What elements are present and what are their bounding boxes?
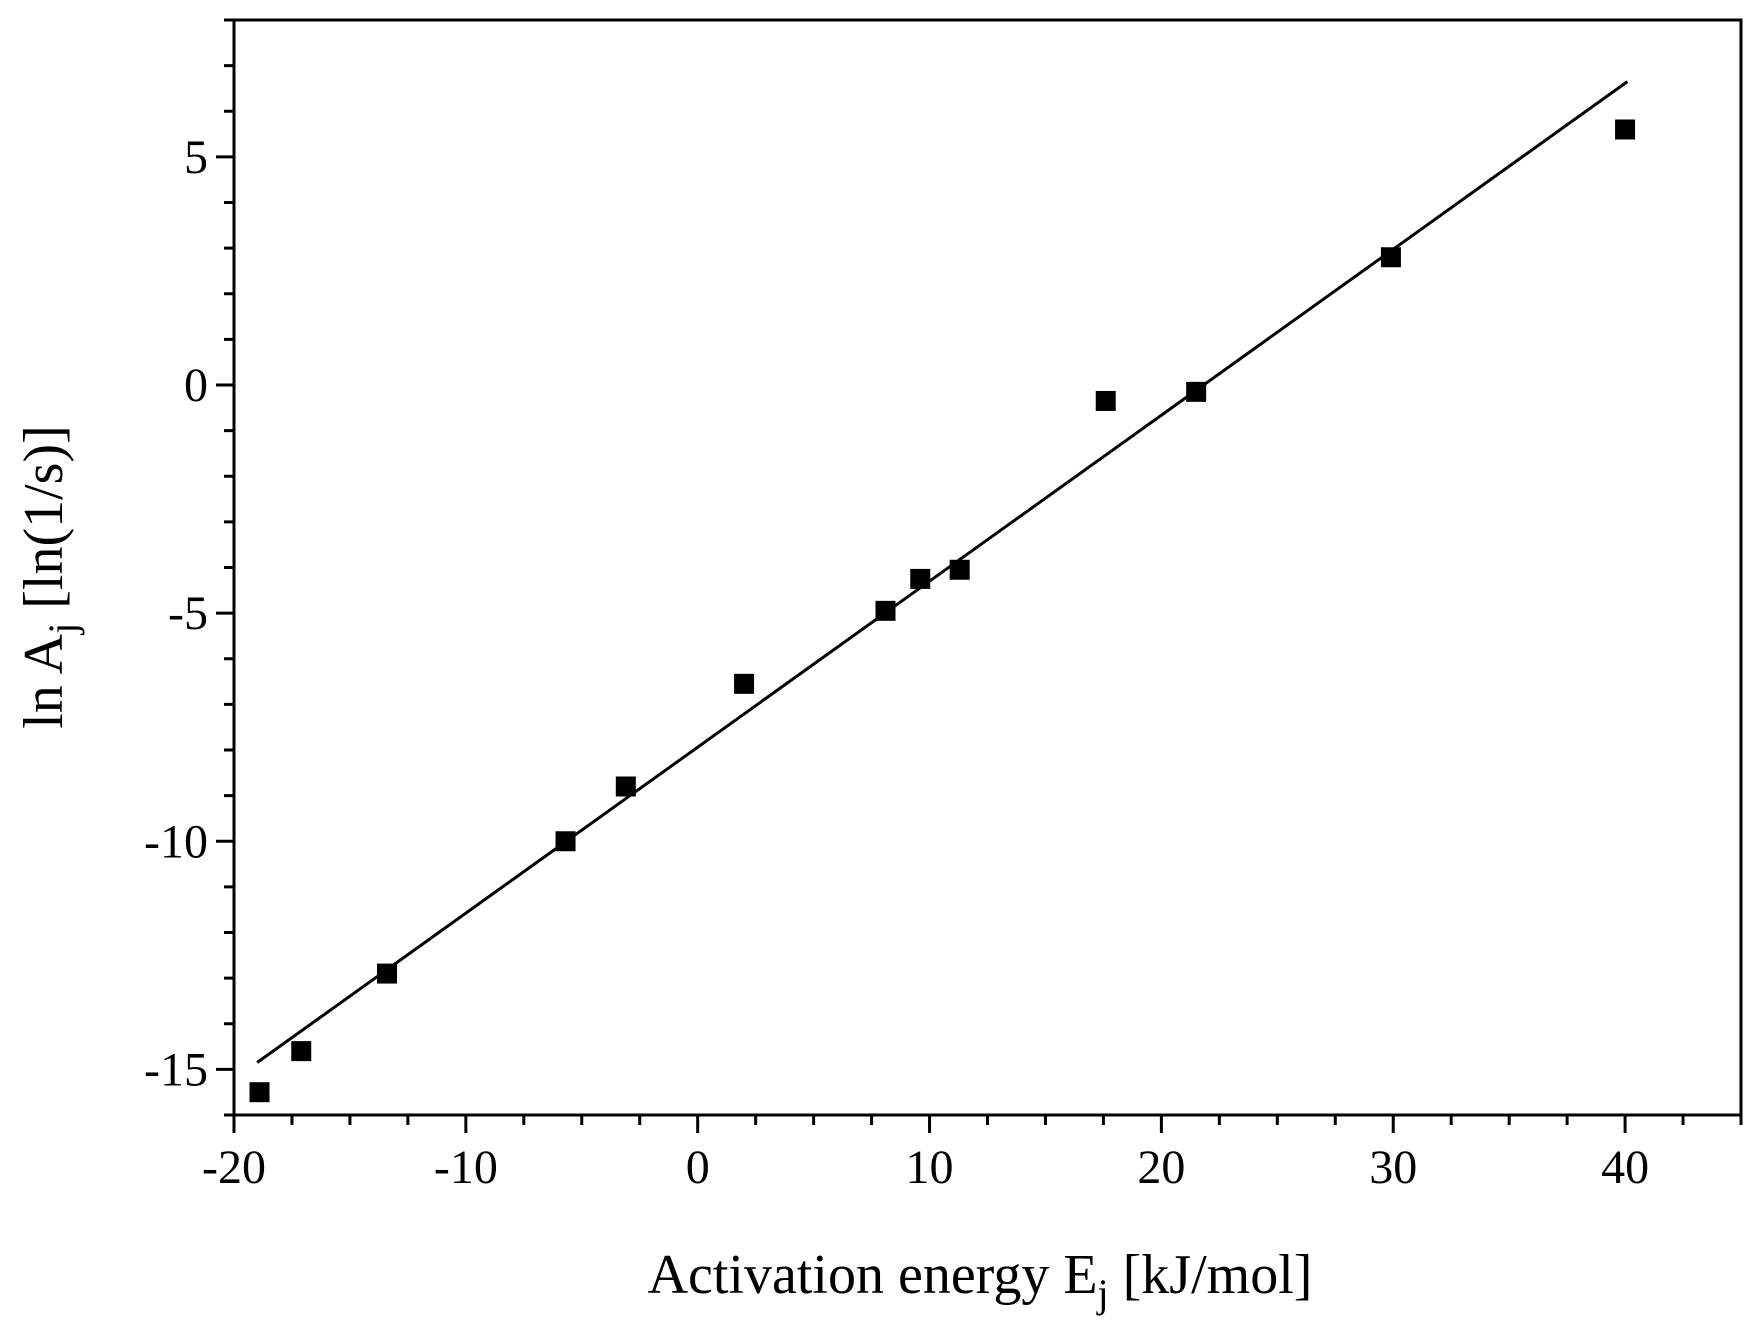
data-point (1095, 390, 1116, 411)
y-tick-label: 0 (184, 359, 208, 412)
tick-labels: -20 -10 0 10 20 30 40 -15 -10 -5 0 5 (144, 131, 1649, 1194)
x-tick-label: 0 (686, 1141, 710, 1194)
y-tick-label: -10 (144, 815, 208, 868)
x-tick-label: -20 (202, 1141, 266, 1194)
x-tick-label: 20 (1137, 1141, 1185, 1194)
data-point (949, 559, 970, 580)
x-axis-title: Activation energy Ej [kJ/mol] (648, 1244, 1313, 1316)
data-point (615, 776, 636, 797)
x-tick-label: 40 (1601, 1141, 1649, 1194)
y-axis-title-tail: [ln(1/s)] (13, 425, 75, 623)
fit-line-layer (256, 80, 1629, 1064)
data-point (1186, 381, 1207, 402)
x-axis-title-subscript: j (1096, 1271, 1109, 1316)
x-tick-label: 10 (906, 1141, 954, 1194)
x-axis-title-main: Activation energy E (648, 1244, 1098, 1306)
x-tick-label: 30 (1369, 1141, 1417, 1194)
data-point (734, 673, 755, 694)
plot-frame (232, 18, 1743, 1117)
x-tick-label: -10 (434, 1141, 498, 1194)
data-points (249, 119, 1636, 1103)
linear-fit-line (256, 80, 1629, 1064)
y-tick-label: -5 (168, 587, 208, 640)
data-point (910, 568, 931, 589)
data-point (377, 963, 398, 984)
data-point (555, 831, 576, 852)
y-tick-label: -15 (144, 1043, 208, 1096)
x-axis-title-tail: [kJ/mol] (1109, 1244, 1313, 1306)
y-axis-title: ln Aj [ln(1/s)] (13, 425, 85, 729)
axes (216, 18, 1743, 1133)
data-point (1380, 247, 1401, 268)
data-point (249, 1082, 270, 1103)
data-point (1615, 119, 1636, 140)
data-point (875, 600, 896, 621)
y-tick-label: 5 (184, 131, 208, 184)
y-axis-title-subscript: j (40, 623, 85, 636)
y-axis-title-main: ln A (13, 633, 75, 728)
data-point (291, 1041, 312, 1062)
